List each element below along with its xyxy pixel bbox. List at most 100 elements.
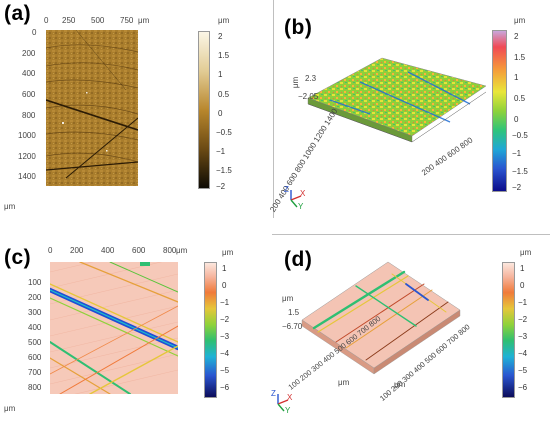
panel-d-colorbar-tick: −3: [518, 332, 528, 341]
panel-d-colorbar-tick: −6: [518, 383, 528, 392]
panel-b-axis-z: Z: [284, 185, 289, 194]
panel-c-colorbar-unit: μm: [222, 248, 234, 257]
panel-d-colorbar-tick: 0: [520, 281, 525, 290]
panel-a-x-tick: 500: [91, 16, 105, 25]
panel-a-colorbar-tick: 2: [218, 32, 223, 41]
panel-d-axis-x-unit: μm: [338, 378, 350, 387]
panel-d-colorbar-tick: −5: [518, 366, 528, 375]
panel-a-y-tick: 0: [32, 28, 37, 37]
panel-c-x-tick: 200: [70, 246, 84, 255]
panel-d-surface-3d: [301, 261, 461, 375]
panel-a-y-tick: 400: [22, 69, 36, 78]
panel-c-y-tick: 800: [28, 383, 42, 392]
panel-b-colorbar-tick: 0.5: [514, 94, 526, 103]
panel-c-y-tick: 600: [28, 353, 42, 362]
panel-a-x-tick: 750: [120, 16, 134, 25]
panel-a-y-tick: 800: [22, 111, 36, 120]
panel-d-z-unit: μm: [282, 294, 294, 303]
panel-b-surface-3d: [307, 57, 487, 143]
panel-c-x-tick: 0: [48, 246, 53, 255]
panel-c-colorbar-tick: −4: [220, 349, 230, 358]
panel-d-colorbar-tick: 1: [520, 264, 525, 273]
panel-b-colorbar-tick: −1.5: [512, 167, 528, 176]
panel-c-x-tick: 800: [163, 246, 177, 255]
panel-c-x-tick: 600: [132, 246, 146, 255]
panel-a-colorbar-tick: −2: [216, 182, 226, 191]
panel-a-y-unit: μm: [4, 202, 16, 211]
panel-c-surface-image: [50, 262, 178, 394]
panel-b-colorbar-tick: 2: [514, 32, 519, 41]
panel-d-z-bottom: −6.70: [282, 322, 303, 331]
panel-a-colorbar-tick: 1: [218, 70, 223, 79]
panel-c-y-tick: 700: [28, 368, 42, 377]
panel-d-axis-triad: Z X Y: [270, 389, 294, 415]
panel-d-axis-y-unit: μm: [394, 380, 406, 389]
axis-triad-icon: [277, 394, 289, 412]
panel-c-y-unit: μm: [4, 404, 16, 413]
panel-b-axis-x: X: [300, 189, 306, 198]
panel-b-colorbar-tick: 1.5: [514, 53, 526, 62]
panel-c-label: (c): [4, 246, 32, 269]
panel-c-x-tick: 400: [101, 246, 115, 255]
panel-b-axis-y: Y: [298, 202, 304, 211]
panel-c-colorbar-tick: −2: [220, 315, 230, 324]
panel-c-colorbar-tick: −1: [220, 298, 230, 307]
panel-d-colorbar-tick: −1: [518, 298, 528, 307]
panel-c-y-tick: 300: [28, 308, 42, 317]
panel-b-colorbar-unit: μm: [514, 16, 526, 25]
panel-c-x-unit: μm: [176, 246, 188, 255]
panel-c-y-tick: 500: [28, 338, 42, 347]
panel-a-surface-image: [46, 30, 138, 186]
panel-a-y-tick: 1000: [18, 131, 36, 140]
panel-a-colorbar-tick: 1.5: [218, 51, 230, 60]
panel-a-colorbar-unit: μm: [218, 16, 230, 25]
panel-d-label: (d): [284, 248, 313, 271]
panel-a-colorbar-tick: −1: [216, 147, 226, 156]
panel-d-colorbar-unit: μm: [520, 248, 532, 257]
panel-b-colorbar-tick: −0.5: [512, 131, 528, 140]
panel-d-colorbar-tick: −2: [518, 315, 528, 324]
panel-a-y-tick: 600: [22, 90, 36, 99]
panel-c-colorbar-tick: −6: [220, 383, 230, 392]
panel-b-z-unit: μm: [291, 76, 301, 89]
panel-b-colorbar-tick: 1: [514, 73, 519, 82]
panel-a-x-tick: 250: [62, 16, 76, 25]
panel-a-colorbar-tick: −1.5: [216, 166, 232, 175]
panel-a-colorbar: [198, 31, 210, 189]
panel-b-axis-triad: Z X Y: [283, 185, 307, 211]
panel-a-y-tick: 1200: [18, 152, 36, 161]
panel-d-axis-y: Y: [285, 406, 291, 415]
axis-triad-icon: [290, 190, 302, 208]
panel-d-colorbar: [502, 262, 515, 398]
panel-b-colorbar-tick: 0: [514, 115, 519, 124]
divider-horizontal-bottom: [272, 234, 550, 235]
panel-c-colorbar-tick: −5: [220, 366, 230, 375]
panel-a-y-tick: 200: [22, 49, 36, 58]
divider-vertical-top: [273, 0, 274, 218]
panel-c-y-tick: 100: [28, 278, 42, 287]
panel-b-colorbar-tick: −2: [512, 183, 522, 192]
panel-c-colorbar-tick: 0: [222, 281, 227, 290]
panel-d-colorbar-tick: −4: [518, 349, 528, 358]
panel-c-colorbar: [204, 262, 217, 398]
panel-b-colorbar: [492, 30, 507, 192]
panel-a-x-unit: μm: [138, 16, 150, 25]
panel-b-label: (b): [284, 16, 313, 39]
panel-a-label: (a): [4, 2, 32, 25]
panel-a-colorbar-tick: 0.5: [218, 90, 230, 99]
panel-c-y-tick: 400: [28, 323, 42, 332]
panel-c-colorbar-tick: 1: [222, 264, 227, 273]
panel-b-z-bottom: −2.05: [298, 92, 319, 101]
panel-d-axis-z: Z: [271, 389, 276, 398]
panel-a-x-tick: 0: [44, 16, 49, 25]
panel-c-y-tick: 200: [28, 293, 42, 302]
panel-b-z-top: 2.3: [305, 74, 317, 83]
panel-d-z-top: 1.5: [288, 308, 300, 317]
panel-a-colorbar-tick: −0.5: [216, 128, 232, 137]
panel-a-y-tick: 1400: [18, 172, 36, 181]
panel-a-colorbar-tick: 0: [218, 109, 223, 118]
panel-c-colorbar-tick: −3: [220, 332, 230, 341]
panel-b-colorbar-tick: −1: [512, 149, 522, 158]
panel-d-axis-x: X: [287, 393, 293, 402]
